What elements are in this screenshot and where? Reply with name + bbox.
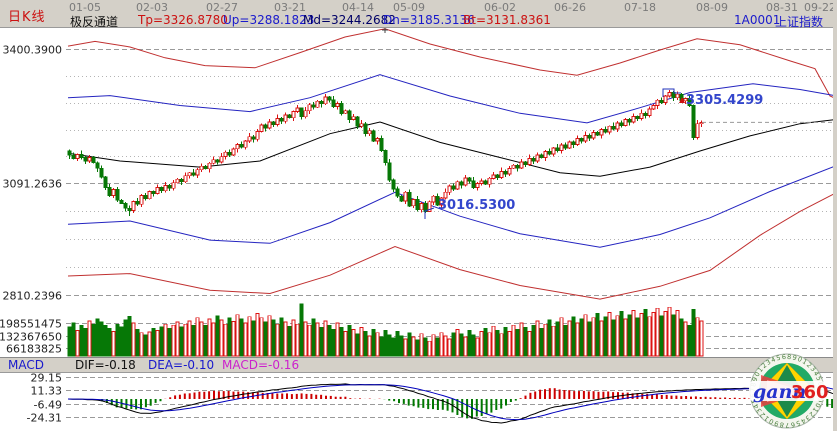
- peak-cross-marker: [382, 27, 388, 33]
- date-tick-label: 08-09: [696, 1, 728, 14]
- window-right-edge: [833, 0, 837, 431]
- date-tick-label: 05-09: [393, 1, 425, 14]
- svg-text:3091.2636: 3091.2636: [3, 178, 63, 191]
- channel-line-up: [67, 74, 837, 124]
- indicator-name-label[interactable]: 极反通道: [70, 15, 119, 29]
- channel-line-bt: [67, 191, 837, 300]
- logo-number: 360: [791, 382, 829, 403]
- chart-period-label[interactable]: 日K线: [8, 10, 46, 25]
- logo-word: gann: [753, 381, 806, 403]
- svg-text:3400.3900: 3400.3900: [3, 44, 63, 57]
- macd-dea-value: DEA=-0.10: [148, 358, 215, 372]
- header-bar: 日K线 01-05 02-03 02-27 03-21 04-14 05-09 06-02 0…: [0, 0, 837, 29]
- channel-line-dn: [67, 164, 837, 248]
- macd-layer: [67, 383, 837, 424]
- date-tick-label: 02-03: [136, 1, 168, 14]
- channel-up-value: Up=3288.1823: [223, 13, 315, 27]
- macd-indicator-label[interactable]: MACD: [8, 358, 44, 372]
- date-tick-label: 09-22: [804, 1, 836, 14]
- stock-name[interactable]: 上证指数: [775, 15, 824, 29]
- macd-dif-value: DIF=-0.18: [75, 358, 136, 372]
- date-tick-label: 03-21: [274, 1, 306, 14]
- annotations: 3305.4299 3016.5300: [382, 27, 763, 219]
- candles-layer: [67, 90, 704, 217]
- dif-line: [67, 383, 837, 424]
- channel-bt-value: Bt=3131.8361: [463, 13, 551, 27]
- channel-dn-value: Dn=3185.3136: [383, 13, 475, 27]
- high-arrow-icon: [679, 97, 685, 103]
- dea-line: [67, 384, 837, 421]
- channel-tp-value: Tp=3326.8780: [138, 13, 228, 27]
- date-tick-label: 02-27: [206, 1, 238, 14]
- svg-text:198551475: 198551475: [0, 318, 62, 331]
- svg-text:-24.31: -24.31: [27, 412, 62, 425]
- date-tick-label: 07-18: [624, 1, 656, 14]
- date-tick-label: 06-02: [484, 1, 516, 14]
- date-tick-label: 04-14: [342, 1, 374, 14]
- channel-line-tp: [67, 28, 837, 100]
- channel-md-value: Md=3244.2682: [303, 13, 396, 27]
- high-flag-icon: [662, 88, 681, 97]
- low-price-annotation: 3016.5300: [438, 198, 515, 213]
- low-arrow-icon: [424, 207, 435, 219]
- svg-text:29.15: 29.15: [31, 372, 63, 385]
- date-tick-label: 08-31: [766, 1, 798, 14]
- date-tick-label: 01-05: [69, 1, 101, 14]
- svg-text:132367650: 132367650: [0, 331, 62, 344]
- macd-toolbar: MACD DIF=-0.18 DEA=-0.10 MACD=-0.16: [0, 357, 837, 373]
- channel-line-md: [67, 118, 837, 177]
- axis-labels: 3400.3900 3091.2636 2810.2396 1985514751323…: [0, 44, 62, 425]
- volume-bars: [67, 303, 704, 357]
- gann360-logo: 8901234567890123456789012345678901234567…: [745, 351, 829, 429]
- svg-text:66183825: 66183825: [6, 343, 62, 356]
- high-price-annotation: 3305.4299: [686, 93, 763, 108]
- macd-hist-value: MACD=-0.16: [222, 358, 300, 372]
- channel-lines: [67, 28, 837, 300]
- stock-code[interactable]: 1A0001: [734, 13, 781, 27]
- svg-text:-6.49: -6.49: [34, 399, 62, 412]
- date-tick-label: 06-26: [554, 1, 586, 14]
- svg-text:11.33: 11.33: [31, 385, 63, 398]
- svg-text:2810.2396: 2810.2396: [3, 290, 63, 303]
